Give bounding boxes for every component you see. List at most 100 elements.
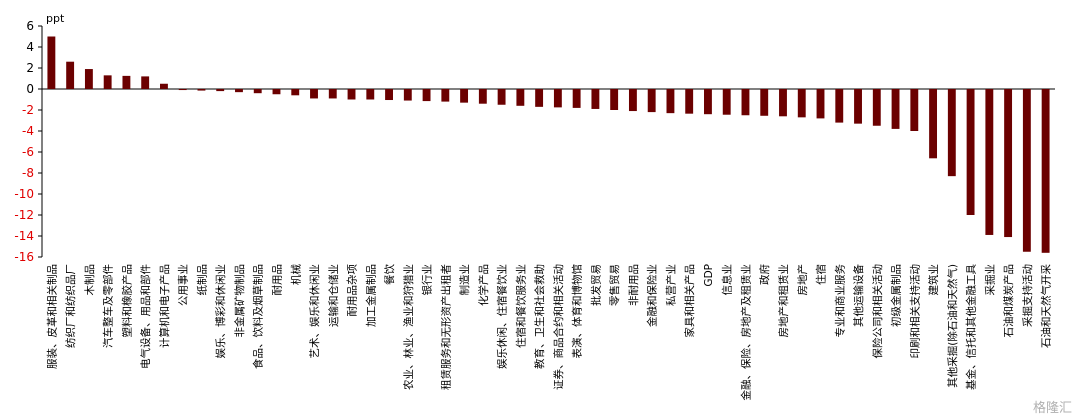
bar: [47, 36, 56, 89]
x-category-label: 家具和相关产品: [683, 264, 696, 338]
bar: [797, 89, 806, 118]
bar: [572, 89, 581, 108]
bar: [272, 89, 281, 95]
x-category-label: 证券、商品合约和相关活动: [552, 264, 565, 390]
bar: [310, 89, 318, 99]
bar: [985, 89, 994, 235]
x-category-label: 机械: [289, 264, 302, 285]
x-category-label: 艺术、娱乐和休闲业: [308, 264, 321, 359]
bar: [291, 89, 300, 96]
x-category-label: 房地产和租赁业: [777, 264, 790, 338]
x-category-label: 初级金属制品: [890, 264, 903, 327]
bar: [722, 89, 731, 115]
bar: [235, 89, 243, 93]
x-category-label: 教育、卫生和社会救助: [533, 264, 546, 369]
bar: [66, 61, 75, 89]
x-category-label: 娱乐、博彩和休闲业: [214, 264, 227, 359]
bar: [947, 89, 956, 177]
bar: [1022, 89, 1031, 252]
bar: [553, 89, 562, 108]
bar: [835, 89, 844, 123]
x-category-label: 耐用品: [270, 264, 283, 296]
x-category-label: 租赁服务和无形资产出租者: [439, 264, 452, 390]
bar: [966, 89, 975, 215]
bar: [141, 76, 150, 89]
bar: [366, 89, 375, 100]
watermark-logo: 格隆汇: [1033, 397, 1072, 416]
x-category-label: 加工金属制品: [364, 264, 377, 327]
x-category-label: 计算机和电子产品: [158, 264, 171, 348]
y-tick-label: 0: [26, 82, 34, 96]
bar: [516, 89, 525, 106]
bar: [1041, 89, 1050, 253]
x-category-label: 政府: [758, 264, 771, 285]
x-category-label: 纺织厂和纺织品厂: [64, 264, 77, 348]
x-category-label: 住宿: [815, 264, 828, 285]
bar: [760, 89, 769, 116]
x-category-label: 房地产: [796, 264, 809, 296]
x-category-label: 建筑业: [927, 264, 940, 296]
x-category-label: 金融、保险、房地产及租赁业: [739, 264, 752, 401]
bar: [478, 89, 487, 104]
bar: [103, 75, 112, 89]
bar: [666, 89, 675, 114]
x-category-label: 非耐用品: [627, 264, 640, 306]
bar: [328, 89, 337, 99]
x-category-label: 采掘支持活动: [1021, 264, 1034, 327]
y-tick-label: 4: [26, 40, 34, 54]
x-category-label: 餐饮: [383, 264, 396, 285]
bar: [929, 89, 938, 159]
bar: [460, 89, 469, 103]
x-category-label: 采掘业: [983, 264, 996, 296]
x-category-label: 石油和煤炭产品: [1002, 264, 1015, 338]
x-category-label: 非金属矿物制品: [233, 264, 246, 338]
x-category-label: 木制品: [83, 264, 96, 296]
y-unit-label: ppt: [46, 12, 65, 25]
bar: [910, 89, 919, 131]
bar: [178, 89, 187, 91]
x-category-label: 保险公司和相关活动: [871, 264, 884, 359]
bar: [704, 89, 712, 115]
x-category-label: 公用事业: [177, 264, 190, 306]
y-tick-label: -8: [22, 166, 34, 180]
x-category-label: 零售贸易: [608, 264, 621, 306]
bar: [422, 89, 431, 102]
x-category-label: 塑料和橡胶产品: [120, 264, 133, 338]
x-category-label: 批发贸易: [589, 264, 602, 306]
bar: [197, 89, 206, 91]
x-category-label: 银行业: [421, 264, 434, 296]
bar: [685, 89, 694, 114]
bar: [610, 89, 619, 110]
x-category-label: 住宿和餐饮服务业: [514, 264, 527, 348]
bar: [253, 89, 262, 94]
bar: [535, 89, 544, 107]
x-category-label: 信息业: [721, 264, 734, 296]
x-category-label: 其他运输设备: [852, 264, 865, 327]
y-tick-label: -4: [22, 124, 34, 138]
bar: [891, 89, 900, 129]
x-category-label: 服装、皮革和相关制品: [45, 264, 58, 369]
x-category-label: 耐用品杂项: [346, 264, 359, 317]
x-category-label: 制造业: [458, 264, 471, 296]
bar: [628, 89, 637, 112]
x-category-label: 私营产业: [664, 264, 677, 306]
watermark-text: 格隆汇: [1032, 401, 1072, 416]
bar: [122, 75, 131, 90]
y-tick-label: -2: [22, 103, 34, 117]
x-category-label: 农业、林业、渔业和狩猎业: [402, 264, 415, 390]
x-category-label: 食品、饮料及烟草制品: [252, 264, 265, 369]
bar: [84, 69, 93, 89]
bar: [385, 89, 393, 101]
x-category-label: 表演、体育和博物馆: [571, 264, 584, 359]
x-category-label: GDP: [703, 264, 715, 287]
x-category-label: 金融和保险业: [646, 264, 659, 327]
x-category-label: 专业和商业服务: [833, 264, 846, 338]
bar: [816, 89, 825, 119]
x-category-label: 化学产品: [477, 264, 490, 306]
x-category-label: 运输和仓储业: [327, 264, 340, 327]
bar: [441, 89, 450, 102]
y-tick-label: 6: [26, 19, 34, 33]
y-tick-label: -14: [14, 229, 34, 243]
bar: [854, 89, 862, 124]
